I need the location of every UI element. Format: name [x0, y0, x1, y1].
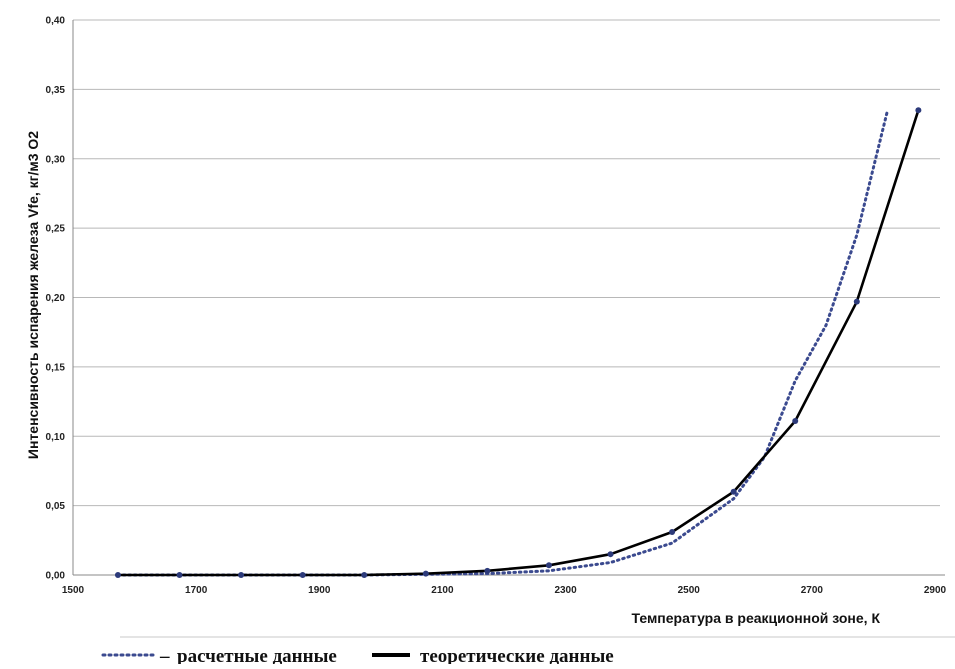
y-tick-label: 0,00 — [46, 571, 66, 582]
series-theoretical-point — [422, 570, 429, 577]
series-theoretical-point — [915, 107, 922, 114]
grid-layer — [73, 19, 940, 507]
y-tick-label: 0,40 — [46, 16, 66, 27]
series-theoretical-point — [669, 528, 676, 535]
x-tick-label: 1500 — [62, 585, 85, 596]
y-tick-label: 0,25 — [46, 224, 66, 235]
marker-layer — [114, 107, 922, 578]
x-tick-label: 2900 — [924, 585, 947, 596]
tick-layer: 0,00 0,05 0,10 0,15 0,20 0,25 0,30 0,35 0,40 1500… — [46, 16, 947, 597]
x-tick-label: 2100 — [431, 585, 454, 596]
legend: – расчетные данные теоретические данные — [101, 646, 614, 667]
series-theoretical-point — [114, 572, 121, 578]
series-theoretical-point — [361, 572, 368, 578]
y-tick-label: 0,35 — [46, 85, 66, 96]
x-tick-label: 1700 — [185, 585, 208, 596]
series-theoretical-point — [299, 572, 306, 578]
x-tick-label: 2700 — [801, 585, 824, 596]
x-tick-label: 2300 — [554, 585, 577, 596]
series-layer — [116, 108, 920, 577]
series-theoretical-point — [484, 567, 491, 574]
series-theoretical-line — [117, 109, 920, 577]
series-theoretical-point — [853, 298, 860, 305]
series-theoretical-point — [176, 572, 183, 578]
legend-label-calculated: расчетные данные — [177, 646, 337, 664]
series-theoretical-point — [792, 417, 799, 424]
y-tick-label: 0,10 — [46, 432, 66, 443]
x-tick-label: 1900 — [308, 585, 331, 596]
y-axis-title: Интенсивность испарения железа Vfe, кг/м… — [25, 131, 41, 459]
y-tick-label: 0,15 — [46, 362, 66, 373]
y-tick-label: 0,20 — [46, 293, 66, 304]
y-tick-label: 0,30 — [46, 154, 66, 165]
series-theoretical-point — [238, 572, 245, 578]
legend-label-theoretical: теоретические данные — [420, 646, 614, 664]
series-theoretical-point — [607, 551, 614, 558]
x-tick-label: 2500 — [678, 585, 701, 596]
series-theoretical-point — [730, 488, 737, 495]
legend-dash: – — [159, 646, 170, 664]
x-axis-title: Температура в реакционной зоне, К — [631, 610, 880, 626]
series-theoretical-point — [545, 562, 552, 569]
y-tick-label: 0,05 — [46, 501, 66, 512]
